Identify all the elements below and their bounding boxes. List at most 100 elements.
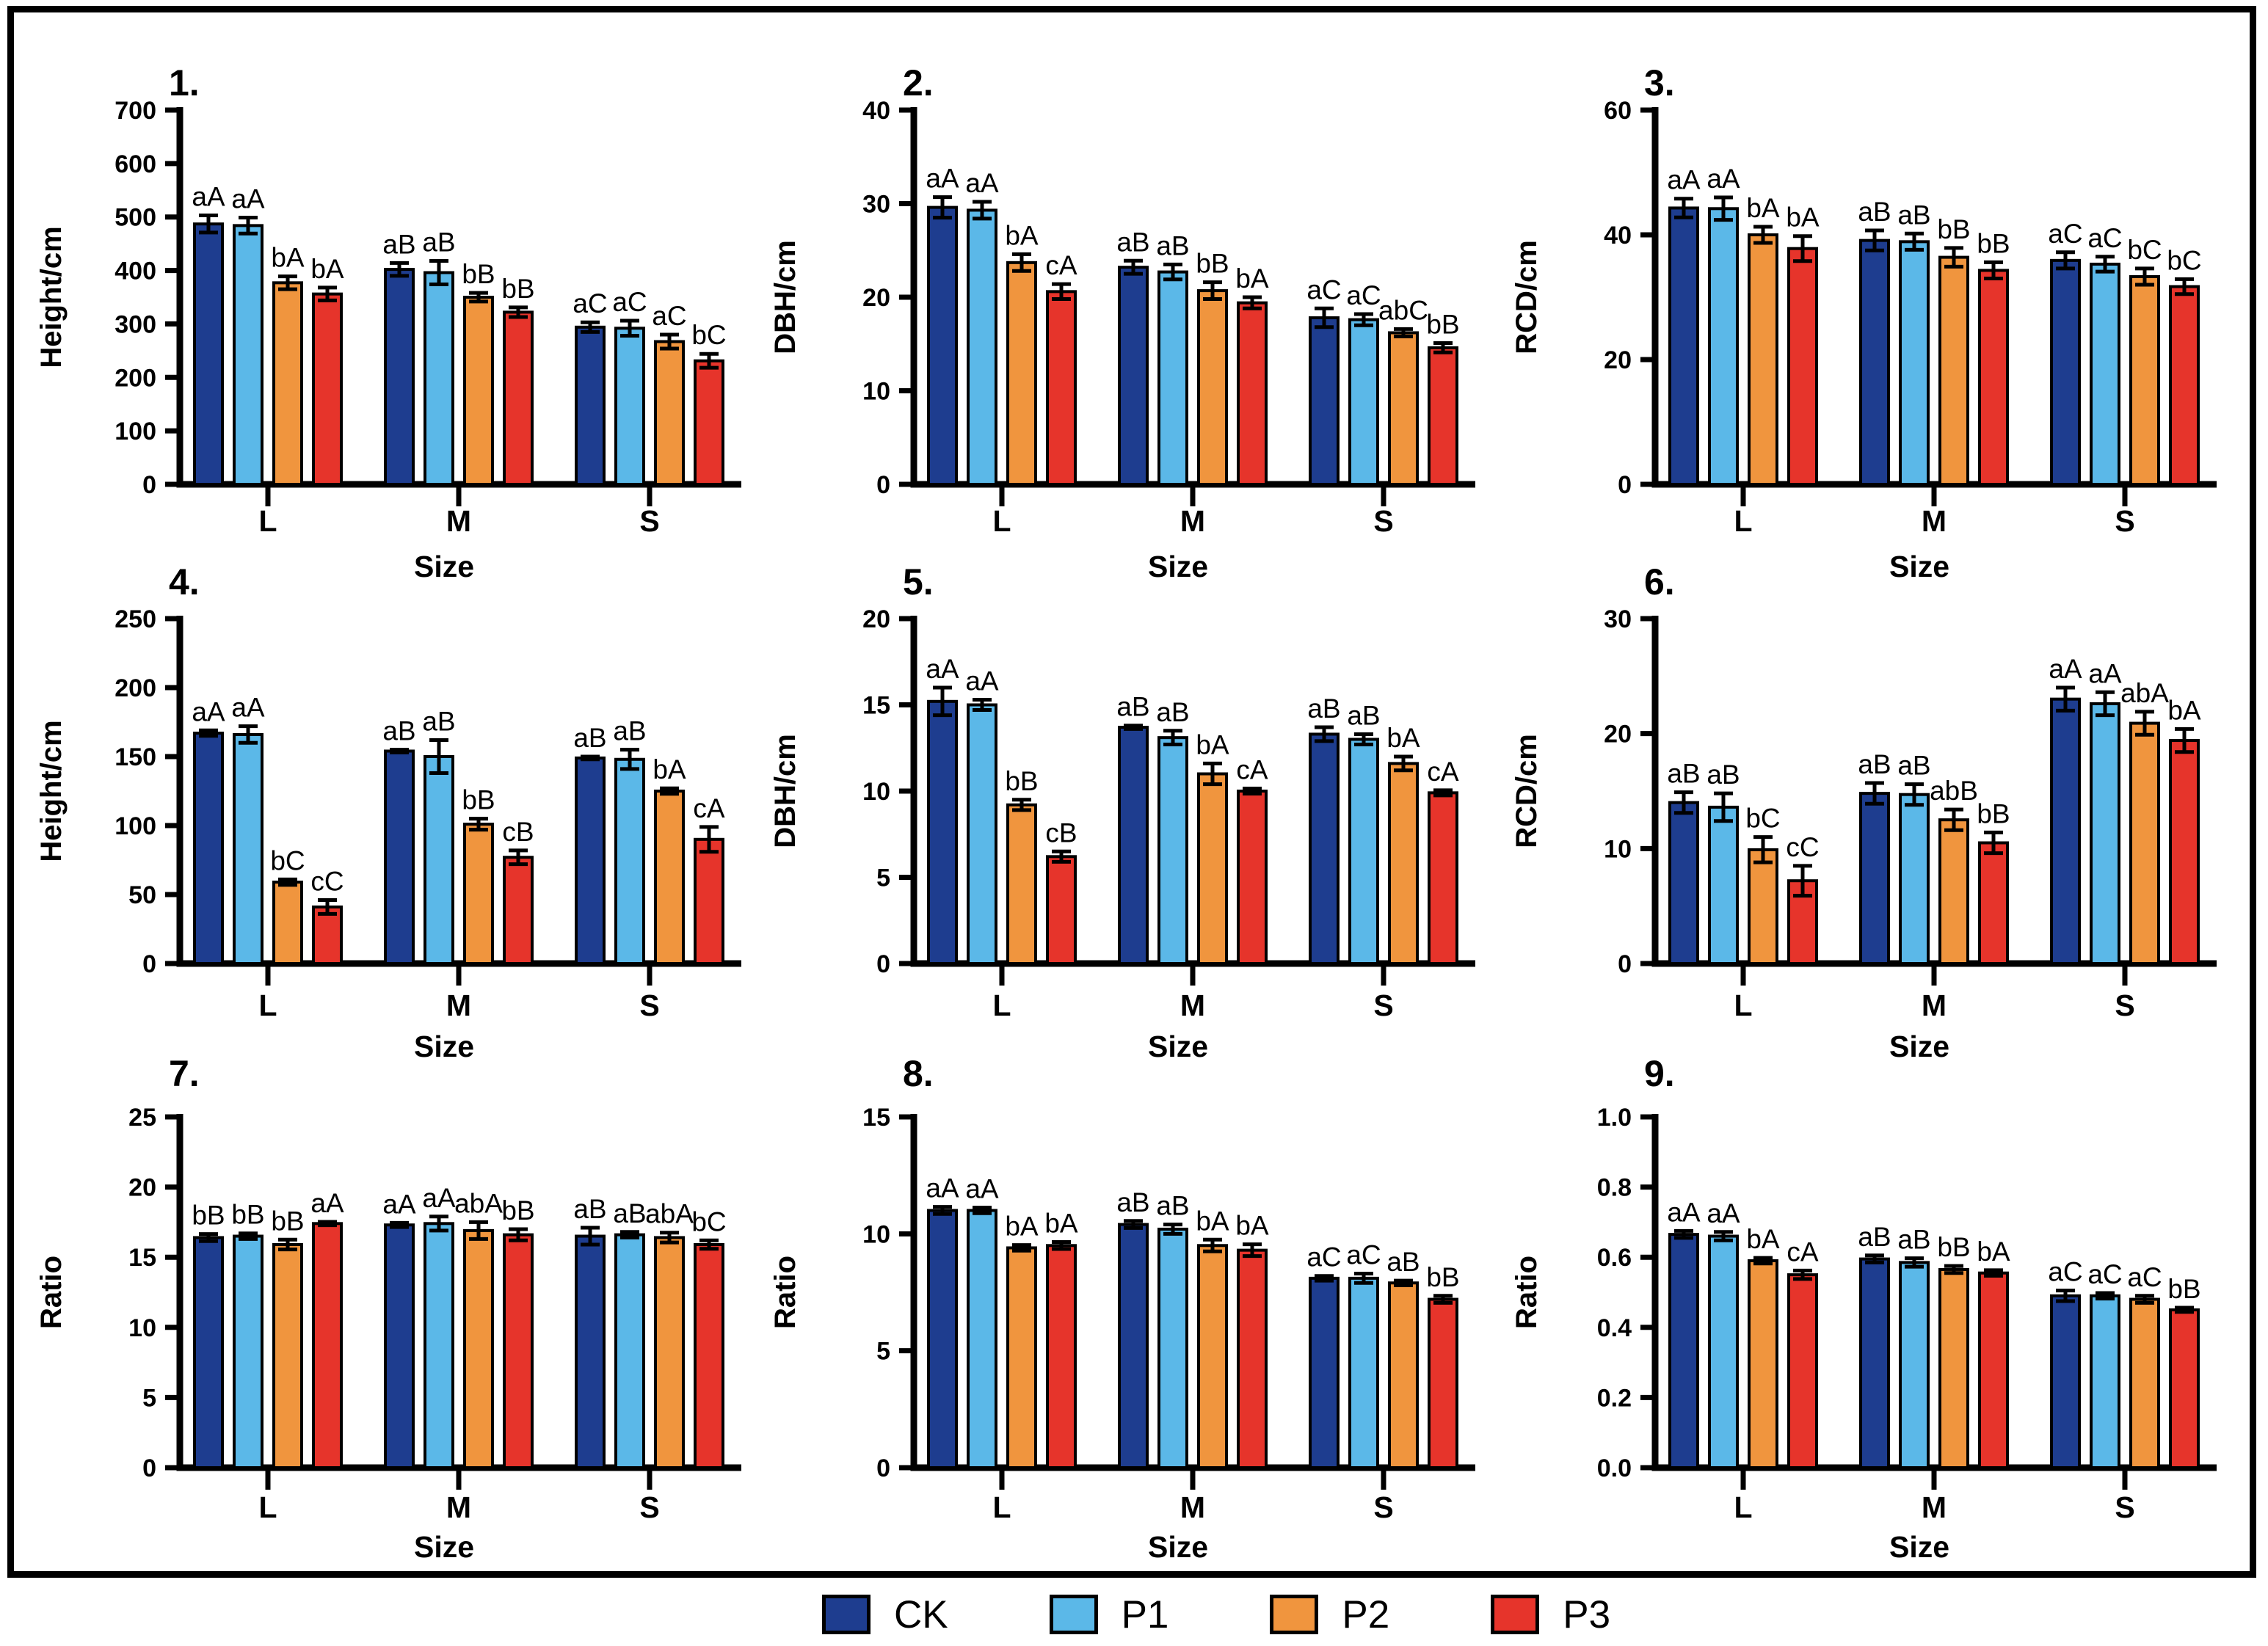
y-axis-title: Ratio (769, 1256, 802, 1329)
y-tick-label: 10 (862, 778, 890, 806)
y-tick-label: 0 (1618, 950, 1632, 978)
y-tick-label: 500 (115, 204, 156, 232)
sig-label: aB (1386, 1247, 1420, 1277)
sig-label: abB (1930, 776, 1978, 806)
sig-label: aA (2049, 654, 2082, 684)
y-tick-label: 600 (115, 150, 156, 178)
sig-label: aC (2087, 1259, 2122, 1289)
y-tick-label: 5 (876, 864, 890, 892)
x-axis-title: Size (1889, 1030, 1949, 1063)
group-label: M (1180, 1490, 1205, 1524)
sig-label: bC (2167, 245, 2201, 275)
bar-P3-L (1787, 1273, 1818, 1469)
bar-P2-S (1388, 331, 1419, 487)
group-label: L (1734, 988, 1752, 1022)
sig-label: aB (1707, 760, 1740, 790)
panel-number: 7. (169, 1053, 200, 1094)
sig-label: bC (691, 1206, 726, 1237)
sig-label: aA (231, 183, 265, 214)
bar-CK-M (384, 268, 415, 486)
chart-panel-3: 3. 0 20 40 60 RCD/cm L M S Size aA aB aC aA aB aC bA bB bC… (1511, 62, 2217, 583)
bar-P2-M (1938, 818, 1969, 965)
group-label: M (1180, 988, 1205, 1022)
y-tick-label: 20 (128, 1174, 156, 1202)
panel-number: 9. (1644, 1053, 1675, 1094)
bar-CK-L (1668, 801, 1699, 965)
x-axis-title: Size (1148, 1530, 1208, 1564)
y-axis-title: RCD/cm (1511, 240, 1543, 354)
bar-P1-M (424, 755, 454, 965)
bar-P3-M (503, 1233, 534, 1470)
sig-label: aA (1707, 1198, 1740, 1228)
y-tick-label: 0 (142, 471, 156, 499)
legend-item-p1: P1 (1049, 1595, 1168, 1634)
x-axis-title: Size (1148, 1030, 1208, 1063)
sig-label: aA (965, 666, 999, 696)
y-tick-label: 0 (142, 1454, 156, 1482)
bar-P1-M (1899, 240, 1930, 486)
sig-label: aA (926, 1173, 959, 1203)
group-label: L (992, 504, 1011, 538)
panel-number: 5. (903, 561, 934, 602)
group-label: S (1373, 988, 1393, 1022)
sig-label: aC (1346, 280, 1381, 310)
sig-label: aC (573, 288, 607, 318)
bar-CK-M (384, 749, 415, 965)
sig-label: cC (310, 867, 344, 897)
y-tick-label: 200 (115, 364, 156, 392)
sig-label: cA (1045, 250, 1077, 280)
group-label: M (1922, 1490, 1947, 1524)
y-axis-title: DBH/cm (769, 734, 802, 848)
x-axis-title: Size (1889, 550, 1949, 583)
legend-item-p3: P3 (1491, 1595, 1610, 1634)
sig-label: bA (1235, 263, 1269, 294)
y-tick-label: 0 (1618, 471, 1632, 499)
panel-number: 4. (169, 561, 200, 602)
sig-label: abA (454, 1188, 503, 1218)
sig-label: aB (613, 1198, 646, 1228)
legend-item-p2: P2 (1270, 1595, 1389, 1634)
sig-label: aB (1116, 692, 1149, 722)
sig-label: cC (1786, 832, 1819, 862)
y-tick-label: 0 (876, 471, 890, 499)
y-tick-label: 1.0 (1597, 1104, 1632, 1132)
chart-panel-9: 9. 0.0 0.2 0.4 0.6 0.8 1.0 Ratio L M S Size aA aB aC aA… (1511, 1053, 2217, 1564)
group-label: S (639, 988, 659, 1022)
sig-label: aB (1858, 1222, 1891, 1252)
y-tick-label: 20 (1604, 721, 1632, 749)
sig-label: bA (271, 243, 305, 273)
y-tick-label: 10 (862, 1220, 890, 1248)
sig-label: bA (2167, 695, 2201, 725)
sig-label: aB (1156, 230, 1189, 261)
bar-CK-M (1118, 266, 1149, 486)
group-label: S (2115, 504, 2134, 538)
sig-label: bA (1005, 220, 1039, 250)
sig-label: bA (1746, 1224, 1780, 1254)
legend-swatch-p3 (1491, 1595, 1540, 1634)
group-label: L (258, 504, 277, 538)
sig-label: bA (1196, 1206, 1229, 1236)
bar-CK-S (575, 1234, 606, 1470)
sig-label: cA (1787, 1237, 1819, 1267)
legend-swatch-p2 (1270, 1595, 1319, 1634)
bar-P1-L (233, 732, 263, 965)
x-axis-title: Size (414, 550, 474, 583)
bar-P3-S (694, 837, 724, 966)
sig-label: aC (1346, 1240, 1381, 1270)
y-tick-label: 40 (862, 97, 890, 125)
y-axis-title: Height/cm (35, 720, 68, 862)
group-label: M (446, 988, 471, 1022)
sig-label: aC (652, 301, 686, 331)
bar-P2-M (463, 1228, 494, 1469)
y-tick-label: 20 (1604, 346, 1632, 374)
y-tick-label: 0.4 (1597, 1314, 1632, 1342)
y-tick-label: 5 (876, 1338, 890, 1366)
bar-P2-L (1006, 803, 1037, 966)
bar-P1-S (614, 1233, 645, 1470)
y-axis-title: RCD/cm (1511, 734, 1543, 848)
sig-label: aB (382, 716, 415, 746)
sig-label: bA (1386, 723, 1420, 753)
